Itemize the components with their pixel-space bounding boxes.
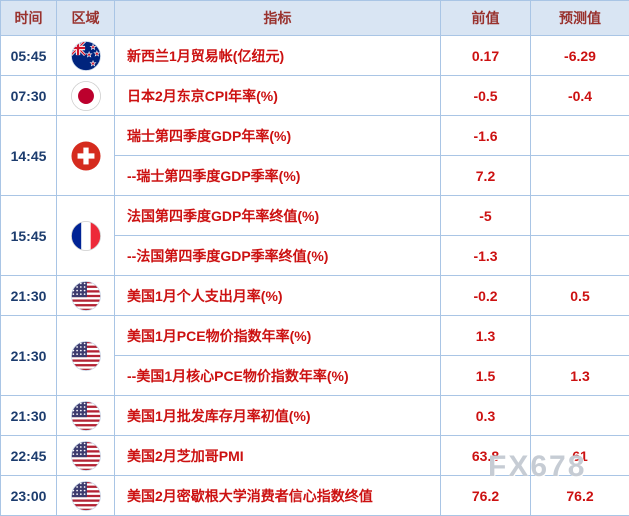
time-cell: 21:30: [1, 316, 57, 396]
indicator-cell: 美国2月芝加哥PMI: [115, 436, 441, 476]
previous-value-cell: 7.2: [441, 156, 531, 196]
time-cell: 15:45: [1, 196, 57, 276]
indicator-cell: 日本2月东京CPI年率(%): [115, 76, 441, 116]
region-cell: [57, 276, 115, 316]
previous-value-cell: -1.3: [441, 236, 531, 276]
forecast-value-cell: [531, 316, 629, 356]
region-cell: [57, 436, 115, 476]
indicator-cell: 瑞士第四季度GDP年率(%): [115, 116, 441, 156]
header-row: 时间 区域 指标 前值 预测值: [1, 1, 629, 36]
table-row: 07:30 日本2月东京CPI年率(%)-0.5-0.4: [1, 76, 629, 116]
previous-value-cell: -0.2: [441, 276, 531, 316]
indicator-cell: --瑞士第四季度GDP季率(%): [115, 156, 441, 196]
region-cell: [57, 36, 115, 76]
table-row: 21:30 美国1月批发库存月率初值(%)0.3: [1, 396, 629, 436]
flag-france-icon: [71, 221, 101, 251]
forecast-value-cell: -6.29: [531, 36, 629, 76]
previous-value-cell: 0.3: [441, 396, 531, 436]
time-cell: 21:30: [1, 396, 57, 436]
flag-united-states-icon: [71, 281, 101, 311]
previous-value-cell: 1.5: [441, 356, 531, 396]
forecast-value-cell: 1.3: [531, 356, 629, 396]
region-cell: [57, 476, 115, 516]
forecast-value-cell: [531, 116, 629, 156]
region-cell: [57, 316, 115, 396]
indicator-cell: 法国第四季度GDP年率终值(%): [115, 196, 441, 236]
time-cell: 23:00: [1, 476, 57, 516]
col-header-time: 时间: [1, 1, 57, 36]
col-header-indicator: 指标: [115, 1, 441, 36]
previous-value-cell: -5: [441, 196, 531, 236]
flag-united-states-icon: [71, 341, 101, 371]
flag-united-states-icon: [71, 401, 101, 431]
region-cell: [57, 396, 115, 436]
flag-switzerland-icon: [71, 141, 101, 171]
indicator-cell: 美国1月PCE物价指数年率(%): [115, 316, 441, 356]
region-cell: [57, 196, 115, 276]
forecast-value-cell: -0.4: [531, 76, 629, 116]
forecast-value-cell: 61: [531, 436, 629, 476]
region-cell: [57, 76, 115, 116]
flag-united-states-icon: [71, 481, 101, 511]
forecast-value-cell: [531, 196, 629, 236]
col-header-previous: 前值: [441, 1, 531, 36]
flag-new-zealand-icon: [71, 41, 101, 71]
forecast-value-cell: 0.5: [531, 276, 629, 316]
calendar-tbody: 05:45 新西兰1月贸易帐(亿纽元)0.17-6.29 07:30 日本2月东京CP…: [1, 36, 629, 516]
previous-value-cell: -1.6: [441, 116, 531, 156]
time-cell: 05:45: [1, 36, 57, 76]
flag-united-states-icon: [71, 441, 101, 471]
indicator-cell: --美国1月核心PCE物价指数年率(%): [115, 356, 441, 396]
indicator-cell: 美国1月批发库存月率初值(%): [115, 396, 441, 436]
time-cell: 14:45: [1, 116, 57, 196]
previous-value-cell: 76.2: [441, 476, 531, 516]
time-cell: 22:45: [1, 436, 57, 476]
previous-value-cell: 63.8: [441, 436, 531, 476]
forecast-value-cell: [531, 236, 629, 276]
indicator-cell: --法国第四季度GDP季率终值(%): [115, 236, 441, 276]
indicator-cell: 新西兰1月贸易帐(亿纽元): [115, 36, 441, 76]
flag-japan-icon: [71, 81, 101, 111]
previous-value-cell: 0.17: [441, 36, 531, 76]
previous-value-cell: -0.5: [441, 76, 531, 116]
table-row: 05:45 新西兰1月贸易帐(亿纽元)0.17-6.29: [1, 36, 629, 76]
forecast-value-cell: 76.2: [531, 476, 629, 516]
region-cell: [57, 116, 115, 196]
indicator-cell: 美国1月个人支出月率(%): [115, 276, 441, 316]
previous-value-cell: 1.3: [441, 316, 531, 356]
time-cell: 07:30: [1, 76, 57, 116]
col-header-forecast: 预测值: [531, 1, 629, 36]
indicator-cell: 美国2月密歇根大学消费者信心指数终值: [115, 476, 441, 516]
forecast-value-cell: [531, 156, 629, 196]
time-cell: 21:30: [1, 276, 57, 316]
col-header-region: 区域: [57, 1, 115, 36]
forecast-value-cell: [531, 396, 629, 436]
